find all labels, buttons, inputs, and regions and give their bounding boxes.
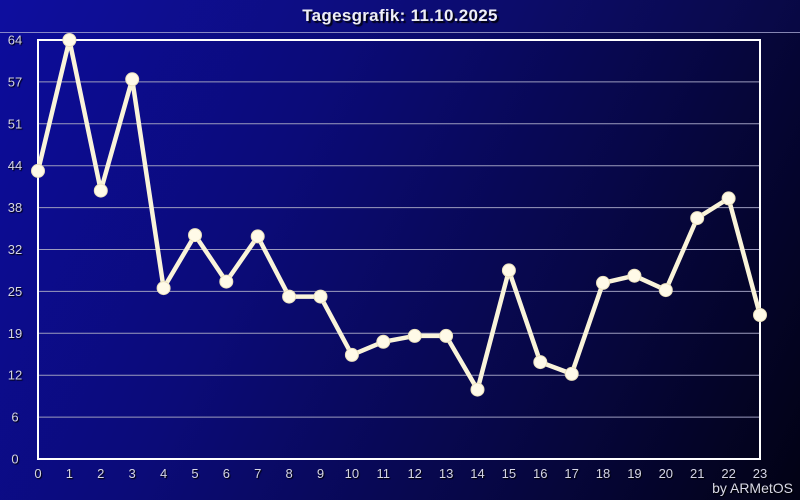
y-axis-tick-label: 12 xyxy=(8,368,22,383)
data-point-hour-21 xyxy=(690,211,705,226)
data-point-hour-12 xyxy=(407,328,422,343)
x-axis-tick-label: 13 xyxy=(439,466,453,481)
x-axis-tick-label: 2 xyxy=(97,466,104,481)
data-point-hour-3 xyxy=(125,72,140,87)
y-axis-tick-label: 25 xyxy=(8,284,22,299)
data-point-hour-19 xyxy=(627,268,642,283)
x-axis-tick-label: 0 xyxy=(34,466,41,481)
plot-border xyxy=(37,39,761,460)
data-point-hour-16 xyxy=(533,355,548,370)
y-axis-tick-label: 57 xyxy=(8,74,22,89)
x-axis-tick-label: 23 xyxy=(753,466,767,481)
y-axis-tick-label: 51 xyxy=(8,116,22,131)
y-axis-tick-label: 64 xyxy=(8,33,22,48)
data-point-hour-18 xyxy=(596,275,610,290)
data-point-hour-23 xyxy=(753,308,767,322)
y-axis-tick-label: 6 xyxy=(11,410,18,425)
x-axis-tick-label: 5 xyxy=(191,466,198,481)
data-point-hour-10 xyxy=(344,347,359,362)
x-axis-tick-label: 4 xyxy=(160,466,167,481)
x-axis-tick-label: 8 xyxy=(286,466,293,481)
data-point-hour-22 xyxy=(721,191,736,206)
x-axis-tick-label: 12 xyxy=(407,466,421,481)
data-point-hour-14 xyxy=(470,382,485,397)
data-point-hour-9 xyxy=(313,289,328,304)
data-point-hour-15 xyxy=(501,263,516,278)
x-axis-tick-label: 17 xyxy=(564,466,578,481)
data-point-hour-0 xyxy=(31,163,45,178)
y-axis-tick-label: 38 xyxy=(8,200,22,215)
x-axis-tick-label: 3 xyxy=(129,466,136,481)
data-point-hour-7 xyxy=(250,229,265,244)
data-point-hour-20 xyxy=(658,283,673,298)
title-bar: Tagesgrafik: 11.10.2025 xyxy=(0,0,800,33)
data-point-hour-5 xyxy=(188,228,202,243)
x-axis-tick-label: 16 xyxy=(533,466,547,481)
credit-label: by ARMetOS xyxy=(712,480,793,496)
data-point-hour-1 xyxy=(62,33,77,47)
x-axis-tick-label: 1 xyxy=(66,466,73,481)
data-point-hour-11 xyxy=(376,334,391,349)
x-axis-tick-label: 14 xyxy=(470,466,484,481)
y-axis-tick-label: 19 xyxy=(8,326,22,341)
y-axis-tick-label: 44 xyxy=(8,158,22,173)
data-point-hour-8 xyxy=(282,289,297,304)
x-axis-tick-label: 20 xyxy=(659,466,673,481)
y-axis-tick-label: 32 xyxy=(8,242,22,257)
x-axis-tick-label: 22 xyxy=(721,466,735,481)
x-axis-tick-label: 9 xyxy=(317,466,324,481)
x-axis-tick-label: 11 xyxy=(377,466,391,481)
data-point-hour-6 xyxy=(219,274,234,289)
data-point-hour-4 xyxy=(156,281,171,296)
page-title: Tagesgrafik: 11.10.2025 xyxy=(302,6,498,25)
x-axis-tick-label: 18 xyxy=(596,466,610,481)
x-axis-tick-label: 19 xyxy=(627,466,641,481)
data-point-hour-13 xyxy=(439,328,454,343)
x-axis-tick-label: 6 xyxy=(223,466,230,481)
x-axis-tick-label: 7 xyxy=(254,466,261,481)
x-axis-tick-label: 15 xyxy=(502,466,516,481)
x-axis-tick-label: 21 xyxy=(690,466,704,481)
data-point-hour-2 xyxy=(93,183,108,198)
x-axis-tick-label: 10 xyxy=(345,466,359,481)
data-line xyxy=(35,37,763,392)
y-axis-tick-label: 0 xyxy=(11,452,18,467)
data-point-hour-17 xyxy=(564,366,579,381)
